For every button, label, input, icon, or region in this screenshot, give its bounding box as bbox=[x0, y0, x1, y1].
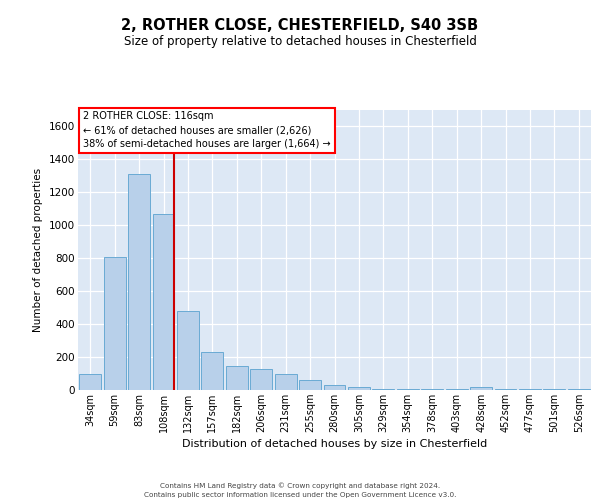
Bar bbox=[373, 389, 394, 390]
Bar bbox=[568, 389, 590, 390]
Text: Size of property relative to detached houses in Chesterfield: Size of property relative to detached ho… bbox=[124, 35, 476, 48]
Bar bbox=[397, 389, 419, 390]
Text: Contains HM Land Registry data © Crown copyright and database right 2024.
Contai: Contains HM Land Registry data © Crown c… bbox=[144, 482, 456, 498]
Bar bbox=[128, 174, 150, 390]
Bar bbox=[348, 386, 370, 390]
Bar bbox=[250, 368, 272, 390]
Text: 2, ROTHER CLOSE, CHESTERFIELD, S40 3SB: 2, ROTHER CLOSE, CHESTERFIELD, S40 3SB bbox=[121, 18, 479, 32]
Bar bbox=[275, 374, 296, 390]
Bar bbox=[323, 385, 346, 390]
Bar bbox=[299, 380, 321, 390]
Bar bbox=[421, 389, 443, 390]
Bar bbox=[544, 389, 565, 390]
Bar bbox=[202, 352, 223, 390]
Bar bbox=[152, 214, 175, 390]
Bar bbox=[494, 389, 517, 390]
Text: 2 ROTHER CLOSE: 116sqm
← 61% of detached houses are smaller (2,626)
38% of semi-: 2 ROTHER CLOSE: 116sqm ← 61% of detached… bbox=[83, 112, 331, 150]
Bar bbox=[446, 389, 467, 390]
Bar bbox=[104, 256, 125, 390]
Bar bbox=[226, 366, 248, 390]
X-axis label: Distribution of detached houses by size in Chesterfield: Distribution of detached houses by size … bbox=[182, 439, 487, 449]
Bar bbox=[519, 389, 541, 390]
Bar bbox=[470, 386, 492, 390]
Bar bbox=[177, 311, 199, 390]
Y-axis label: Number of detached properties: Number of detached properties bbox=[34, 168, 43, 332]
Bar bbox=[79, 374, 101, 390]
